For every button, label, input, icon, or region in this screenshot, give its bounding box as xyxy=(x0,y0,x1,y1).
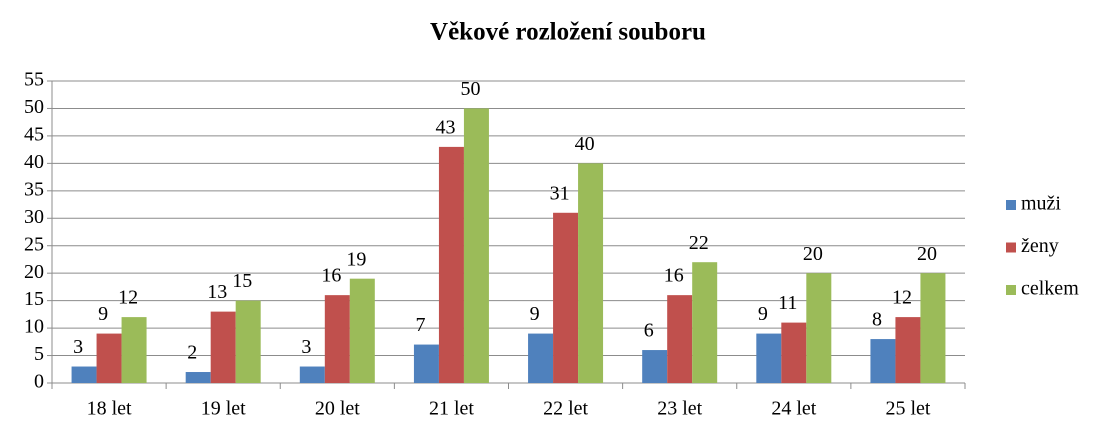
bar xyxy=(781,322,807,383)
bar xyxy=(349,278,375,383)
bar xyxy=(463,108,489,384)
y-tick-label: 55 xyxy=(24,69,44,91)
data-label: 12 xyxy=(118,287,138,309)
bar xyxy=(920,273,946,383)
legend-label: muži xyxy=(1021,193,1061,215)
x-tick-label: 25 let xyxy=(885,398,930,420)
bar xyxy=(667,295,693,383)
y-tick-label: 10 xyxy=(24,316,44,338)
bar xyxy=(553,212,579,383)
data-label: 9 xyxy=(758,303,768,325)
bar xyxy=(578,163,604,383)
data-label: 16 xyxy=(664,265,684,287)
data-label: 2 xyxy=(187,342,197,364)
data-label: 22 xyxy=(689,232,709,254)
chart-title: Věkové rozložení souboru xyxy=(430,19,706,46)
data-label: 19 xyxy=(346,248,366,270)
y-tick-label: 45 xyxy=(24,124,44,146)
y-tick-label: 25 xyxy=(24,233,44,255)
bar xyxy=(413,344,439,383)
data-label: 20 xyxy=(917,243,937,265)
data-label: 11 xyxy=(778,292,797,314)
data-label: 12 xyxy=(892,287,912,309)
data-label: 40 xyxy=(575,133,595,155)
y-tick-label: 0 xyxy=(34,371,44,393)
bar xyxy=(692,262,718,383)
x-tick-label: 23 let xyxy=(657,398,702,420)
legend-label: ženy xyxy=(1021,235,1059,257)
y-tick-label: 40 xyxy=(24,151,44,173)
y-tick-label: 30 xyxy=(24,206,44,228)
bar xyxy=(642,350,668,383)
bar xyxy=(299,366,325,383)
bar xyxy=(210,311,236,383)
bar xyxy=(324,295,350,383)
bar xyxy=(121,317,147,383)
data-label: 43 xyxy=(435,116,455,138)
data-label: 15 xyxy=(232,270,252,292)
x-tick-label: 22 let xyxy=(543,398,588,420)
x-tick-label: 19 let xyxy=(201,398,246,420)
data-label: 9 xyxy=(98,303,108,325)
data-label: 20 xyxy=(803,243,823,265)
data-label: 3 xyxy=(73,336,83,358)
bar xyxy=(185,372,211,383)
x-tick-label: 24 let xyxy=(771,398,816,420)
bar xyxy=(235,300,261,383)
data-label: 6 xyxy=(644,320,654,342)
bar xyxy=(756,333,782,383)
y-tick-label: 20 xyxy=(24,261,44,283)
legend-swatch xyxy=(1006,200,1016,210)
y-tick-label: 5 xyxy=(34,343,44,365)
bar xyxy=(96,333,122,383)
data-label: 31 xyxy=(550,182,570,204)
data-label: 16 xyxy=(321,265,341,287)
bar xyxy=(806,273,832,383)
bar xyxy=(870,339,896,383)
data-label: 8 xyxy=(872,309,882,331)
x-tick-label: 20 let xyxy=(315,398,360,420)
data-label: 13 xyxy=(207,281,227,303)
bar xyxy=(71,366,97,383)
data-label: 3 xyxy=(301,336,311,358)
y-tick-label: 35 xyxy=(24,178,44,200)
legend-swatch xyxy=(1006,242,1016,253)
x-tick-label: 21 let xyxy=(429,398,474,420)
x-tick-label: 18 let xyxy=(87,398,132,420)
data-label: 9 xyxy=(530,303,540,325)
bar xyxy=(438,146,464,383)
legend-label: celkem xyxy=(1021,278,1079,300)
legend-swatch xyxy=(1006,285,1016,295)
bar xyxy=(528,333,554,383)
y-tick-label: 50 xyxy=(24,96,44,118)
y-tick-label: 15 xyxy=(24,288,44,310)
bar xyxy=(895,317,921,383)
data-label: 50 xyxy=(460,78,480,100)
data-label: 7 xyxy=(415,314,425,336)
